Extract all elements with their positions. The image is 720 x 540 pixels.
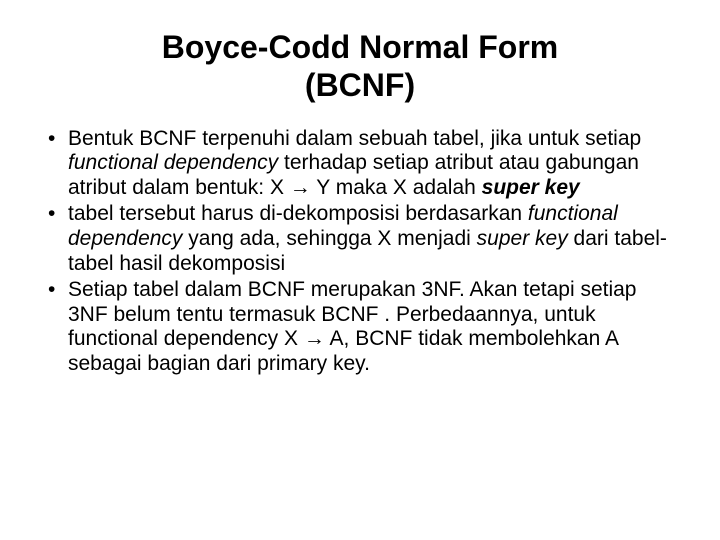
bullet-text: yang ada, sehingga X menjadi — [182, 227, 476, 250]
slide-title: Boyce-Codd Normal Form (BCNF) — [40, 28, 680, 105]
bullet-text: super key — [477, 227, 568, 250]
slide: Boyce-Codd Normal Form (BCNF) Bentuk BCN… — [0, 0, 720, 540]
title-line-2: (BCNF) — [305, 67, 415, 103]
bullet-item: tabel tersebut harus di-dekomposisi berd… — [46, 202, 670, 276]
bullet-item: Setiap tabel dalam BCNF merupakan 3NF. A… — [46, 278, 670, 376]
bullet-item: Bentuk BCNF terpenuhi dalam sebuah tabel… — [46, 127, 670, 201]
bullet-text: functional dependency — [68, 151, 278, 174]
bullet-text: tabel tersebut harus di-dekomposisi berd… — [68, 202, 528, 225]
bullet-text: Setiap tabel dalam BCNF merupakan 3NF. A… — [68, 278, 636, 375]
bullet-list: Bentuk BCNF terpenuhi dalam sebuah tabel… — [46, 127, 670, 377]
title-line-1: Boyce-Codd Normal Form — [162, 29, 558, 65]
bullet-text: super key — [482, 176, 580, 199]
bullet-text: Bentuk BCNF terpenuhi dalam sebuah tabel… — [68, 127, 641, 150]
